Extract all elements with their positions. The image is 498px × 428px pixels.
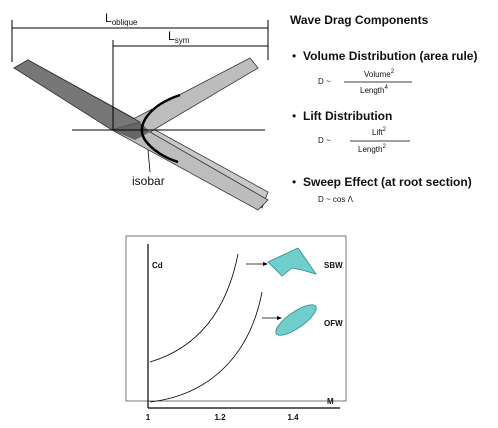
formula-den: Length4: [360, 85, 388, 95]
curve-sbw: [149, 253, 239, 363]
formula-num: Lift2: [372, 127, 387, 137]
sbw-label: SBW: [324, 261, 343, 270]
item-label: Volume Distribution (area rule): [303, 49, 477, 63]
formula-den: Length2: [358, 144, 386, 154]
isobar-label: isobar: [132, 174, 165, 188]
item-label: Lift Distribution: [303, 109, 392, 123]
bullet: •: [292, 175, 296, 189]
components-title: Wave Drag Components: [290, 13, 429, 27]
components: Wave Drag Components • Volume Distributi…: [290, 13, 477, 204]
graph: Cd M SBW OFW 1 1.2 1.4: [125, 235, 347, 422]
wing-overlap-center: [112, 122, 150, 140]
x-tick-label: 1: [146, 413, 151, 422]
x-tick-label: 1.2: [214, 413, 226, 422]
bullet: •: [292, 109, 296, 123]
isobar-curve: [140, 93, 181, 164]
curve-ofw: [149, 291, 263, 403]
x-tick-label: 1.4: [287, 413, 299, 422]
formula-lhs: D ~: [318, 136, 331, 145]
arrow-head: [263, 262, 268, 266]
formula-num: Volume2: [364, 69, 395, 79]
y-axis-label: Cd: [152, 261, 163, 270]
ofw-label: OFW: [324, 319, 343, 328]
formula: D ~ cos Λ: [318, 195, 354, 204]
item-label: Sweep Effect (at root section): [303, 175, 472, 189]
wing-diagram: Loblique Lsym isobar: [11, 11, 269, 211]
graph-frame: [125, 235, 347, 402]
isobar-leader: [147, 149, 151, 173]
sbw-shape: [267, 247, 317, 277]
arrow-head: [277, 316, 282, 320]
l-sym: Lsym: [168, 29, 190, 45]
bullet: •: [292, 49, 296, 63]
ofw-shape: [275, 304, 317, 336]
x-axis-label: M: [327, 397, 334, 406]
formula-lhs: D ~: [318, 77, 331, 86]
wing-overlap: [13, 59, 142, 131]
l-oblique: Loblique: [105, 11, 138, 27]
